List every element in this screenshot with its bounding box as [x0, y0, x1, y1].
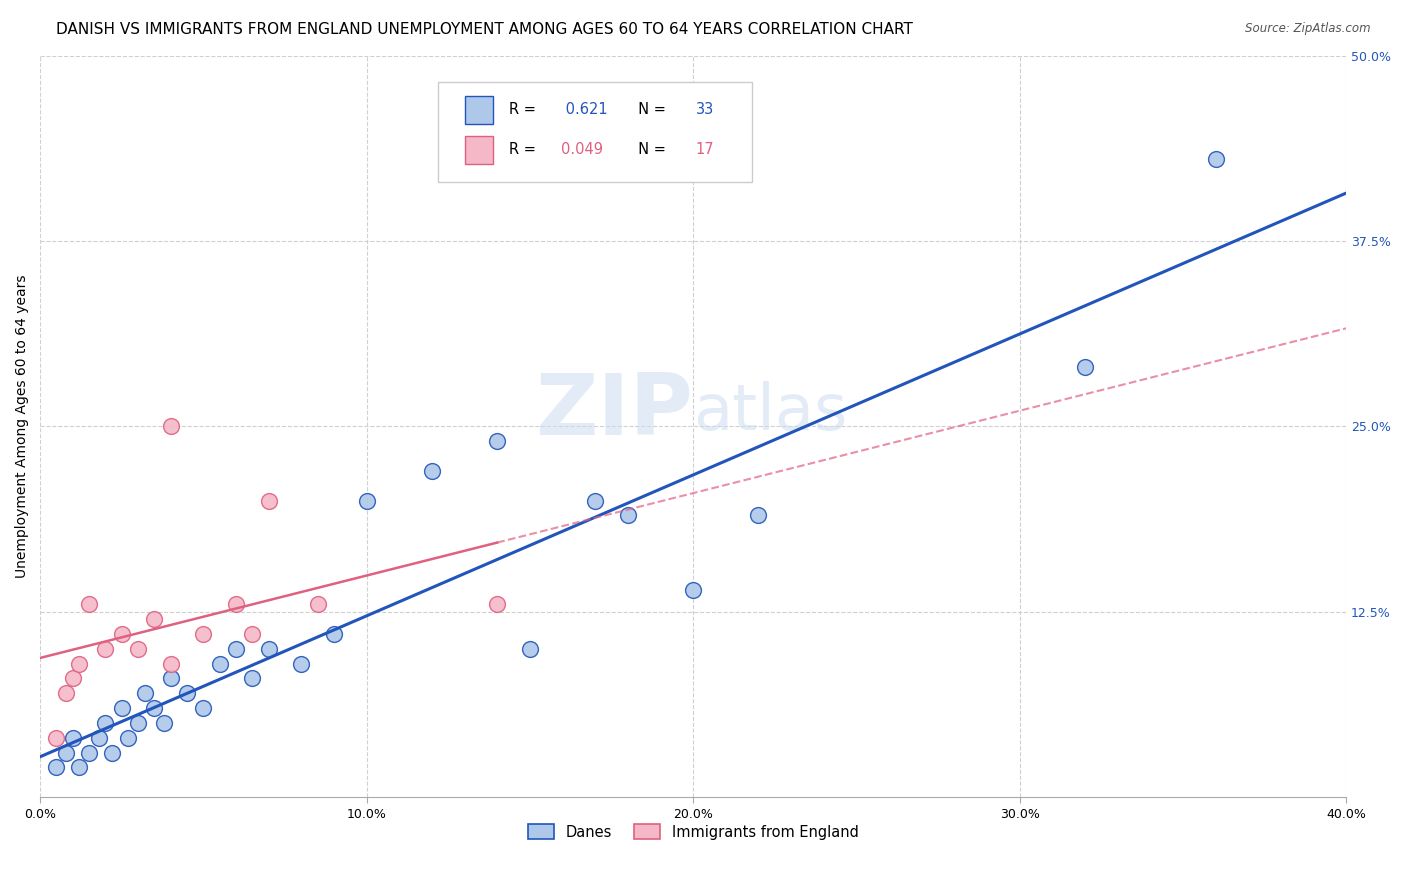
Point	[747, 508, 769, 523]
Point	[682, 582, 704, 597]
Text: ZIP: ZIP	[536, 370, 693, 453]
Text: 33: 33	[696, 102, 714, 117]
Point	[111, 627, 134, 641]
Point	[176, 686, 198, 700]
Legend: Danes, Immigrants from England: Danes, Immigrants from England	[522, 818, 865, 846]
Point	[101, 746, 124, 760]
Point	[208, 657, 231, 671]
Point	[143, 701, 166, 715]
FancyBboxPatch shape	[464, 136, 494, 164]
Point	[77, 597, 100, 611]
Text: R =: R =	[509, 142, 540, 157]
Text: N =: N =	[628, 142, 671, 157]
Point	[77, 746, 100, 760]
Text: 0.049: 0.049	[561, 142, 603, 157]
Text: atlas: atlas	[693, 381, 848, 442]
Point	[193, 701, 215, 715]
Point	[420, 464, 443, 478]
Point	[45, 731, 67, 745]
Point	[257, 493, 280, 508]
Point	[323, 627, 346, 641]
Text: 0.621: 0.621	[561, 102, 607, 117]
Point	[159, 672, 181, 686]
Point	[486, 597, 509, 611]
Point	[62, 672, 84, 686]
Point	[67, 657, 90, 671]
Point	[225, 597, 247, 611]
FancyBboxPatch shape	[464, 96, 494, 124]
FancyBboxPatch shape	[439, 82, 752, 182]
Point	[193, 627, 215, 641]
Point	[257, 641, 280, 656]
Point	[240, 627, 263, 641]
Point	[617, 508, 640, 523]
Point	[87, 731, 110, 745]
Point	[225, 641, 247, 656]
Point	[1205, 153, 1227, 167]
Point	[111, 701, 134, 715]
Point	[134, 686, 156, 700]
Point	[290, 657, 312, 671]
Text: 17: 17	[696, 142, 714, 157]
Text: N =: N =	[628, 102, 671, 117]
Point	[55, 686, 77, 700]
Y-axis label: Unemployment Among Ages 60 to 64 years: Unemployment Among Ages 60 to 64 years	[15, 275, 30, 578]
Point	[94, 641, 117, 656]
Point	[67, 760, 90, 774]
Point	[55, 746, 77, 760]
Point	[143, 612, 166, 626]
Point	[62, 731, 84, 745]
Point	[1074, 360, 1097, 375]
Point	[307, 597, 329, 611]
Point	[356, 493, 378, 508]
Point	[486, 434, 509, 449]
Point	[94, 715, 117, 730]
Text: DANISH VS IMMIGRANTS FROM ENGLAND UNEMPLOYMENT AMONG AGES 60 TO 64 YEARS CORRELA: DANISH VS IMMIGRANTS FROM ENGLAND UNEMPL…	[56, 22, 912, 37]
Point	[159, 657, 181, 671]
Point	[159, 419, 181, 434]
Point	[240, 672, 263, 686]
Point	[45, 760, 67, 774]
Text: R =: R =	[509, 102, 540, 117]
Point	[583, 493, 606, 508]
Point	[127, 715, 149, 730]
Point	[153, 715, 176, 730]
Text: Source: ZipAtlas.com: Source: ZipAtlas.com	[1246, 22, 1371, 36]
Point	[117, 731, 139, 745]
Point	[127, 641, 149, 656]
Point	[519, 641, 541, 656]
